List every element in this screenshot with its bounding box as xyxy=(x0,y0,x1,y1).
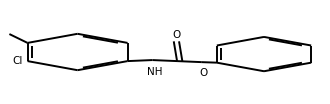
Text: NH: NH xyxy=(147,67,163,77)
Text: O: O xyxy=(199,68,208,78)
Text: Cl: Cl xyxy=(12,56,22,66)
Text: O: O xyxy=(172,30,181,40)
